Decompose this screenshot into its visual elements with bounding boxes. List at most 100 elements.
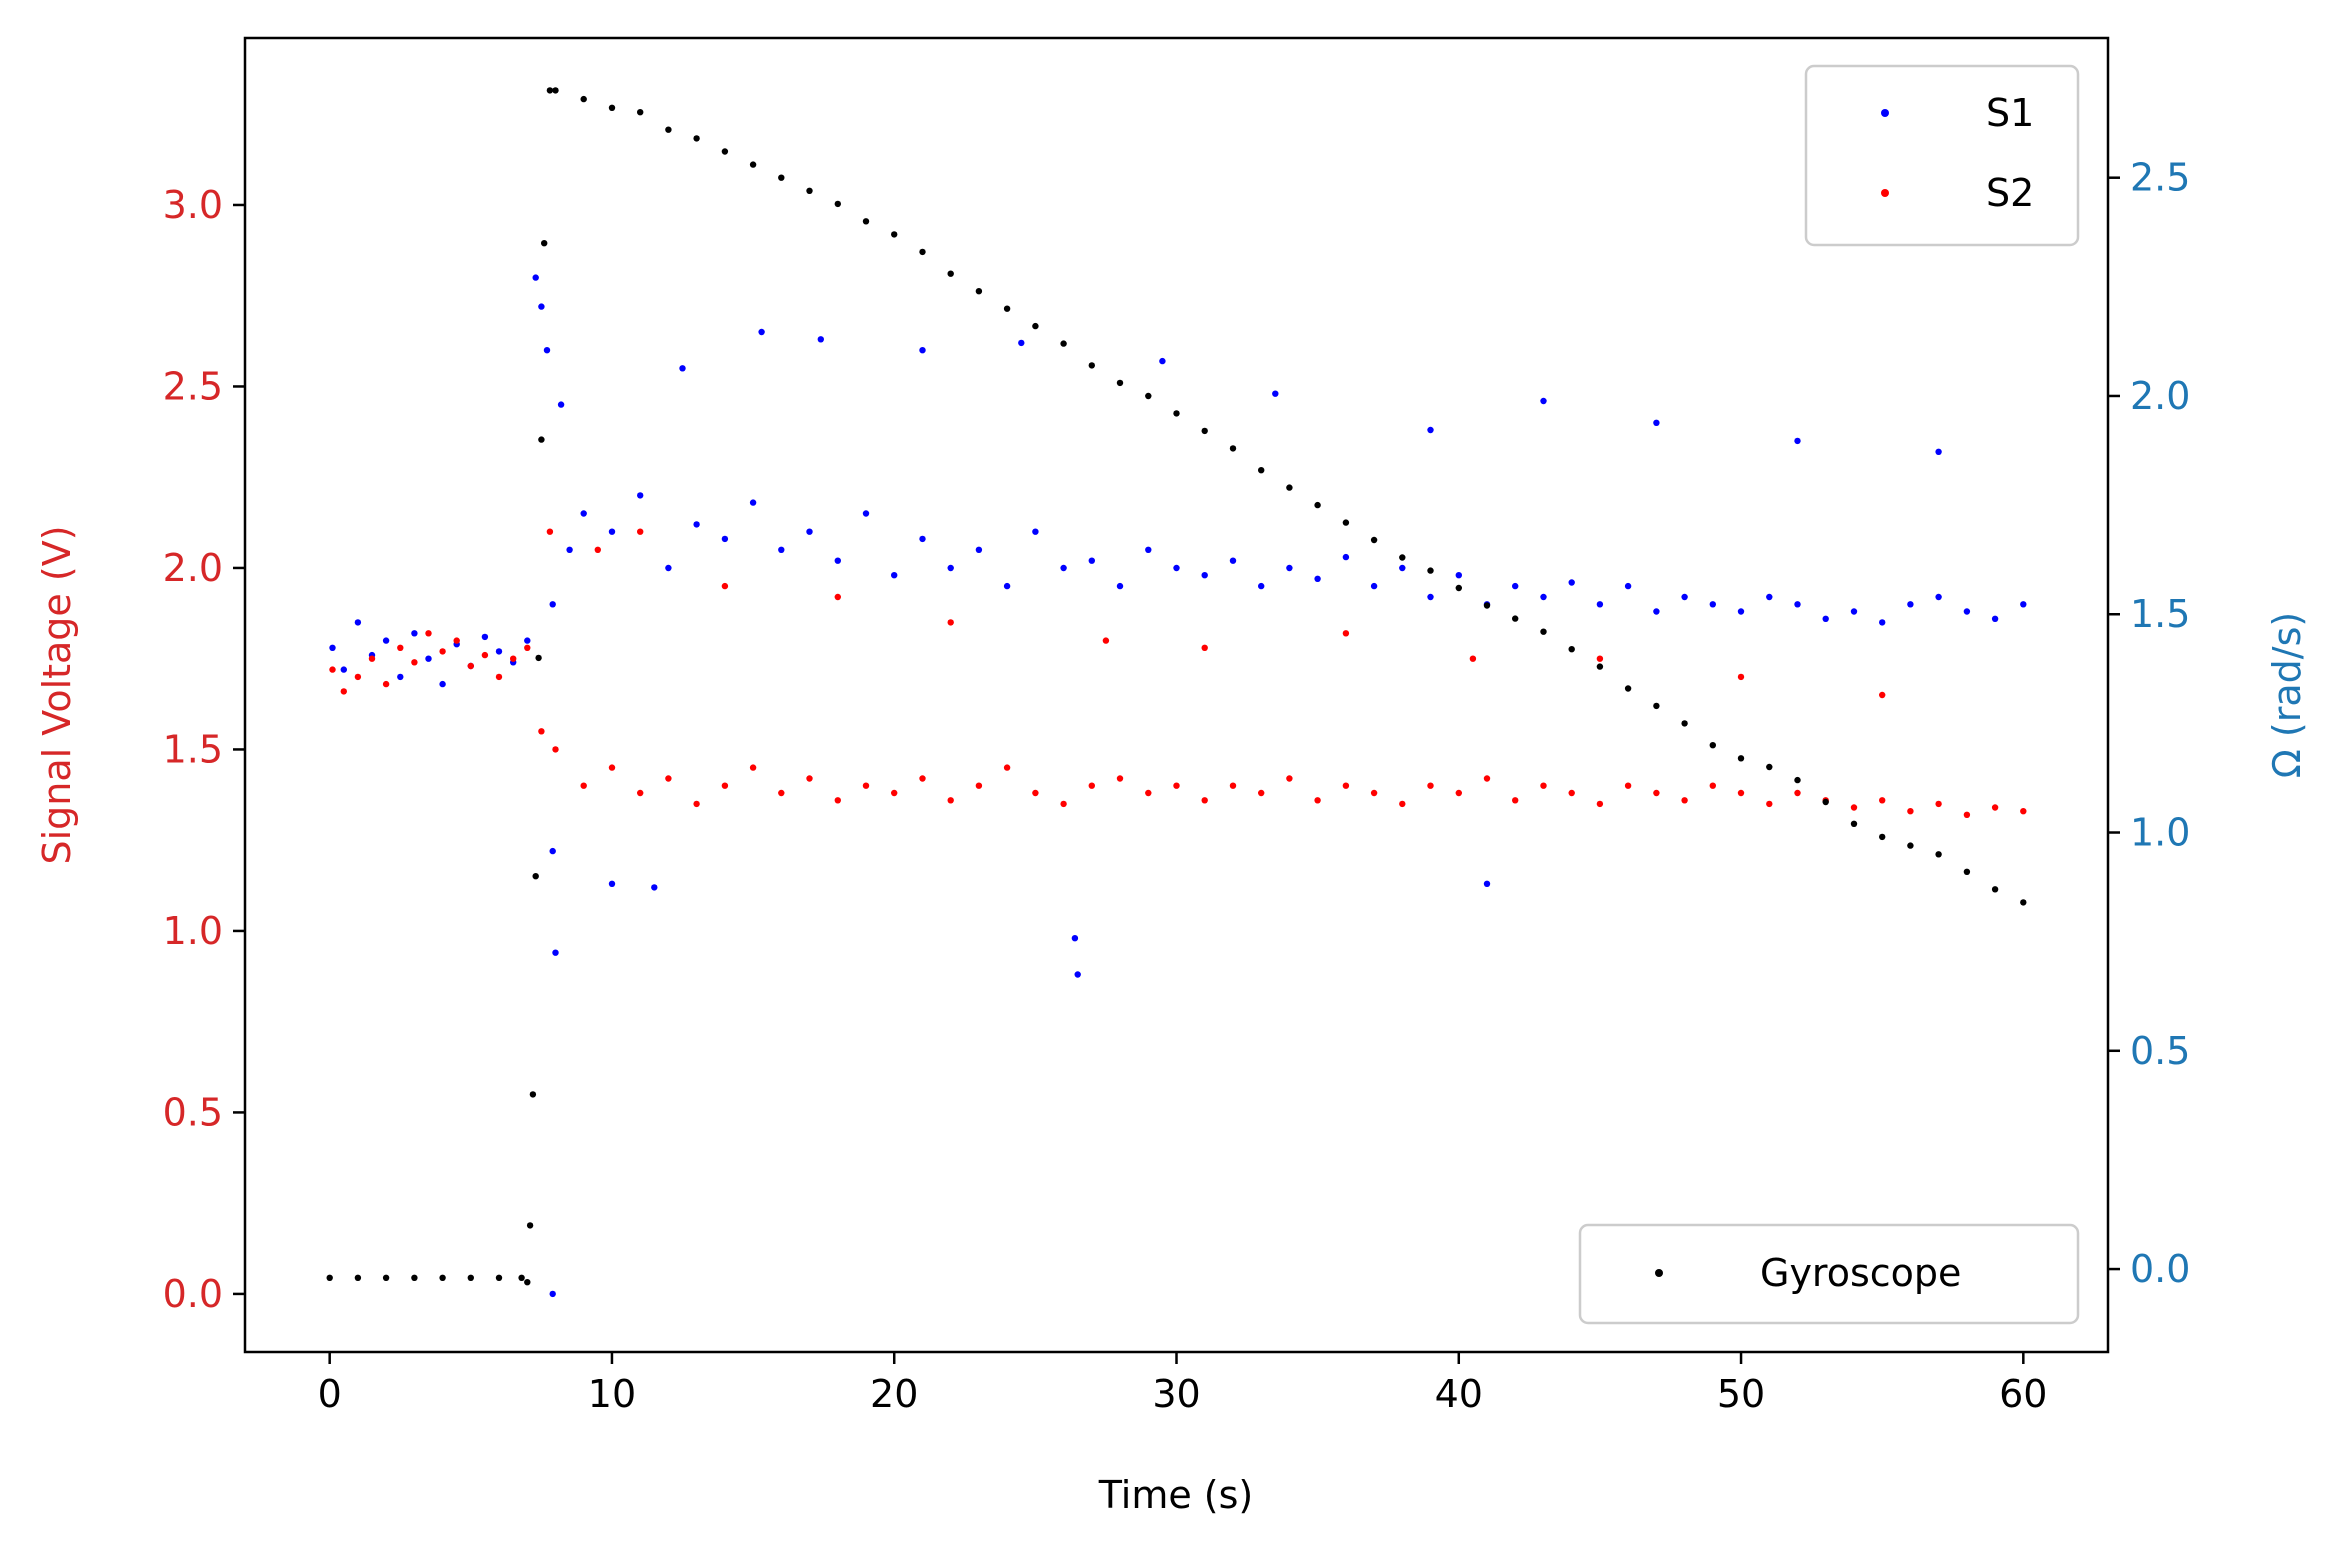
s1-point bbox=[2020, 601, 2027, 608]
s2-point bbox=[1427, 782, 1434, 789]
s2-point bbox=[1681, 797, 1688, 804]
y-axis-right: 0.0 0.5 1.0 1.5 2.0 2.5 bbox=[2108, 156, 2190, 1291]
s2-point bbox=[778, 789, 785, 797]
s1-point bbox=[411, 630, 418, 637]
gyroscope-series bbox=[326, 87, 2027, 1286]
s1-point bbox=[1991, 615, 1999, 622]
s1-point bbox=[891, 572, 898, 579]
s1-point bbox=[1794, 601, 1801, 608]
y-right-tick-label: 1.5 bbox=[2130, 592, 2190, 636]
s2-point bbox=[1596, 800, 1604, 808]
s2-point bbox=[1512, 797, 1519, 804]
s2-point bbox=[1145, 789, 1152, 797]
s1-point bbox=[1399, 564, 1406, 572]
s2-point bbox=[1088, 782, 1096, 789]
s2-point bbox=[862, 782, 870, 789]
s1-point bbox=[679, 365, 686, 372]
gyroscope-point bbox=[1286, 484, 1293, 491]
gyroscope-point bbox=[1088, 362, 1096, 369]
s1-point bbox=[1512, 582, 1519, 590]
s2-point bbox=[382, 680, 390, 688]
s2-point bbox=[1314, 797, 1321, 804]
gyroscope-point bbox=[778, 174, 785, 181]
s1-point bbox=[354, 619, 362, 626]
gyroscope-point bbox=[526, 1222, 534, 1229]
gyroscope-point bbox=[1624, 685, 1632, 692]
y-left-tick-label: 1.5 bbox=[163, 727, 223, 771]
s2-point bbox=[1540, 782, 1547, 789]
gyroscope-point bbox=[382, 1274, 390, 1282]
s2-point bbox=[1907, 808, 1914, 815]
s1-point bbox=[1822, 615, 1829, 622]
s1-point bbox=[538, 303, 545, 310]
s1-point bbox=[1427, 593, 1434, 601]
y-right-tick-label: 0.0 bbox=[2130, 1247, 2190, 1291]
s1-point bbox=[549, 1290, 556, 1298]
gyroscope-point bbox=[1850, 820, 1858, 827]
s1-point bbox=[1737, 608, 1745, 615]
s1-series bbox=[329, 274, 2027, 1298]
gyroscope-point bbox=[665, 126, 672, 133]
s1-point bbox=[817, 336, 824, 343]
s2-point bbox=[975, 782, 983, 789]
gyroscope-point bbox=[1258, 467, 1265, 474]
gyroscope-point bbox=[552, 87, 559, 94]
s2-point bbox=[524, 644, 531, 651]
s1-point bbox=[975, 546, 983, 553]
s2-point bbox=[1596, 655, 1604, 662]
gyroscope-point bbox=[1568, 646, 1575, 653]
s2-point bbox=[580, 782, 587, 789]
s2-point bbox=[1963, 811, 1971, 818]
s1-point bbox=[721, 535, 729, 543]
s2-point bbox=[806, 775, 813, 782]
s1-point bbox=[532, 274, 539, 281]
s1-point bbox=[1596, 601, 1604, 608]
s1-point bbox=[919, 535, 926, 543]
s1-point bbox=[862, 510, 870, 517]
legend-s1-marker bbox=[1881, 109, 1889, 117]
s1-point bbox=[397, 673, 404, 681]
s1-point bbox=[557, 401, 565, 408]
x-tick-label: 30 bbox=[1152, 1372, 1200, 1416]
y-left-tick-label: 0.5 bbox=[163, 1090, 223, 1134]
s2-point bbox=[1370, 789, 1378, 797]
s2-point bbox=[368, 655, 376, 662]
s2-point bbox=[546, 528, 554, 535]
s2-point bbox=[1483, 775, 1491, 782]
s1-point bbox=[1963, 608, 1971, 615]
gyroscope-point bbox=[1653, 702, 1660, 710]
s1-point bbox=[524, 637, 531, 644]
gyroscope-point bbox=[1483, 602, 1491, 609]
s1-point bbox=[1879, 619, 1886, 626]
gyroscope-point bbox=[1963, 868, 1971, 875]
gyroscope-point bbox=[1822, 798, 1829, 806]
x-tick-label: 60 bbox=[1999, 1372, 2047, 1416]
s1-point bbox=[1116, 582, 1124, 590]
gyroscope-point bbox=[1907, 842, 1914, 849]
gyroscope-point bbox=[326, 1274, 333, 1282]
gyroscope-point bbox=[947, 270, 954, 277]
s2-point bbox=[1850, 804, 1858, 811]
s1-point bbox=[1159, 357, 1166, 365]
y-left-tick-label: 2.5 bbox=[163, 364, 223, 408]
s1-point bbox=[382, 637, 390, 644]
gyroscope-point bbox=[975, 288, 983, 295]
gyroscope-point bbox=[411, 1274, 418, 1282]
x-axis-title: Time (s) bbox=[1098, 1473, 1254, 1517]
s1-point bbox=[1074, 971, 1081, 978]
s2-point bbox=[1258, 789, 1265, 797]
gyroscope-point bbox=[1032, 322, 1039, 330]
s2-point bbox=[1116, 775, 1124, 782]
gyroscope-point bbox=[749, 161, 757, 168]
legend-lower-box bbox=[1578, 1223, 2080, 1325]
s1-point bbox=[1342, 553, 1350, 561]
s2-point bbox=[1342, 630, 1350, 637]
gyroscope-point bbox=[1455, 584, 1463, 592]
gyroscope-point bbox=[1596, 663, 1604, 670]
legend-gyroscope-marker bbox=[1655, 1269, 1663, 1277]
s2-point bbox=[1794, 789, 1801, 797]
s2-point bbox=[1653, 789, 1660, 797]
gyroscope-point bbox=[693, 135, 700, 142]
gyroscope-point bbox=[580, 95, 587, 103]
s2-point bbox=[2020, 808, 2027, 815]
